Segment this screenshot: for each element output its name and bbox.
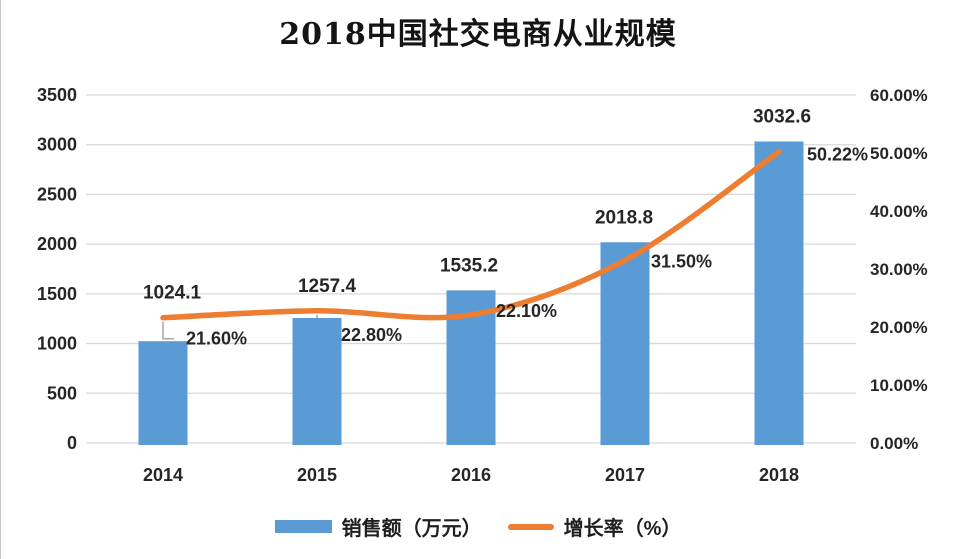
y-left-tick-label: 3000 bbox=[37, 135, 77, 155]
y-right-tick-label: 20.00% bbox=[870, 318, 928, 337]
legend-bar-label: 销售额（万元） bbox=[341, 518, 482, 540]
bar-value-label: 3032.6 bbox=[753, 106, 811, 127]
bar bbox=[600, 242, 650, 445]
bar-value-label: 1535.2 bbox=[440, 255, 498, 276]
line-value-label: 22.10% bbox=[496, 301, 557, 321]
legend-line-label: 增长率（%） bbox=[563, 518, 682, 540]
bar bbox=[754, 141, 804, 446]
y-left-tick-label: 2500 bbox=[37, 184, 77, 204]
bar bbox=[138, 341, 188, 445]
bar-value-label: 1257.4 bbox=[298, 276, 357, 297]
line-series bbox=[160, 148, 782, 321]
chart-legend: 销售额（万元） 增长率（%） bbox=[1, 512, 955, 541]
line-value-label: 21.60% bbox=[186, 329, 247, 349]
x-axis-tick-label: 2018 bbox=[759, 465, 799, 485]
legend-line-swatch-icon bbox=[507, 523, 554, 530]
y-left-tick-label: 500 bbox=[47, 383, 77, 403]
legend-bar-swatch-icon bbox=[274, 520, 332, 533]
x-axis-tick-label: 2015 bbox=[297, 465, 337, 485]
label-leader-line bbox=[162, 321, 174, 340]
bar-value-label: 1024.1 bbox=[143, 283, 202, 304]
y-right-tick-label: 30.00% bbox=[870, 260, 928, 279]
y-left-tick-label: 1000 bbox=[37, 334, 77, 354]
chart-title: 2018中国社交电商从业规模 bbox=[279, 17, 677, 52]
y-left-tick-label: 3500 bbox=[37, 85, 77, 105]
y-right-tick-label: 60.00% bbox=[870, 86, 928, 105]
bar-value-label: 2018.8 bbox=[595, 207, 653, 228]
y-right-tick-label: 50.00% bbox=[870, 144, 928, 163]
y-left-tick-label: 2000 bbox=[37, 234, 77, 254]
line-value-label: 31.50% bbox=[651, 251, 712, 271]
bar bbox=[292, 317, 342, 445]
y-left-tick-label: 0 bbox=[67, 433, 77, 453]
line-value-label: 50.22% bbox=[807, 145, 868, 165]
x-axis-tick-label: 2016 bbox=[451, 465, 491, 485]
x-axis-tick-label: 2014 bbox=[143, 465, 183, 485]
line-value-label: 22.80% bbox=[341, 325, 402, 345]
y-right-tick-label: 0.00% bbox=[870, 434, 918, 453]
y-right-tick-label: 40.00% bbox=[870, 202, 928, 221]
y-right-tick-label: 10.00% bbox=[870, 376, 928, 395]
y-left-tick-label: 1500 bbox=[37, 284, 77, 304]
x-axis-tick-label: 2017 bbox=[605, 465, 645, 485]
